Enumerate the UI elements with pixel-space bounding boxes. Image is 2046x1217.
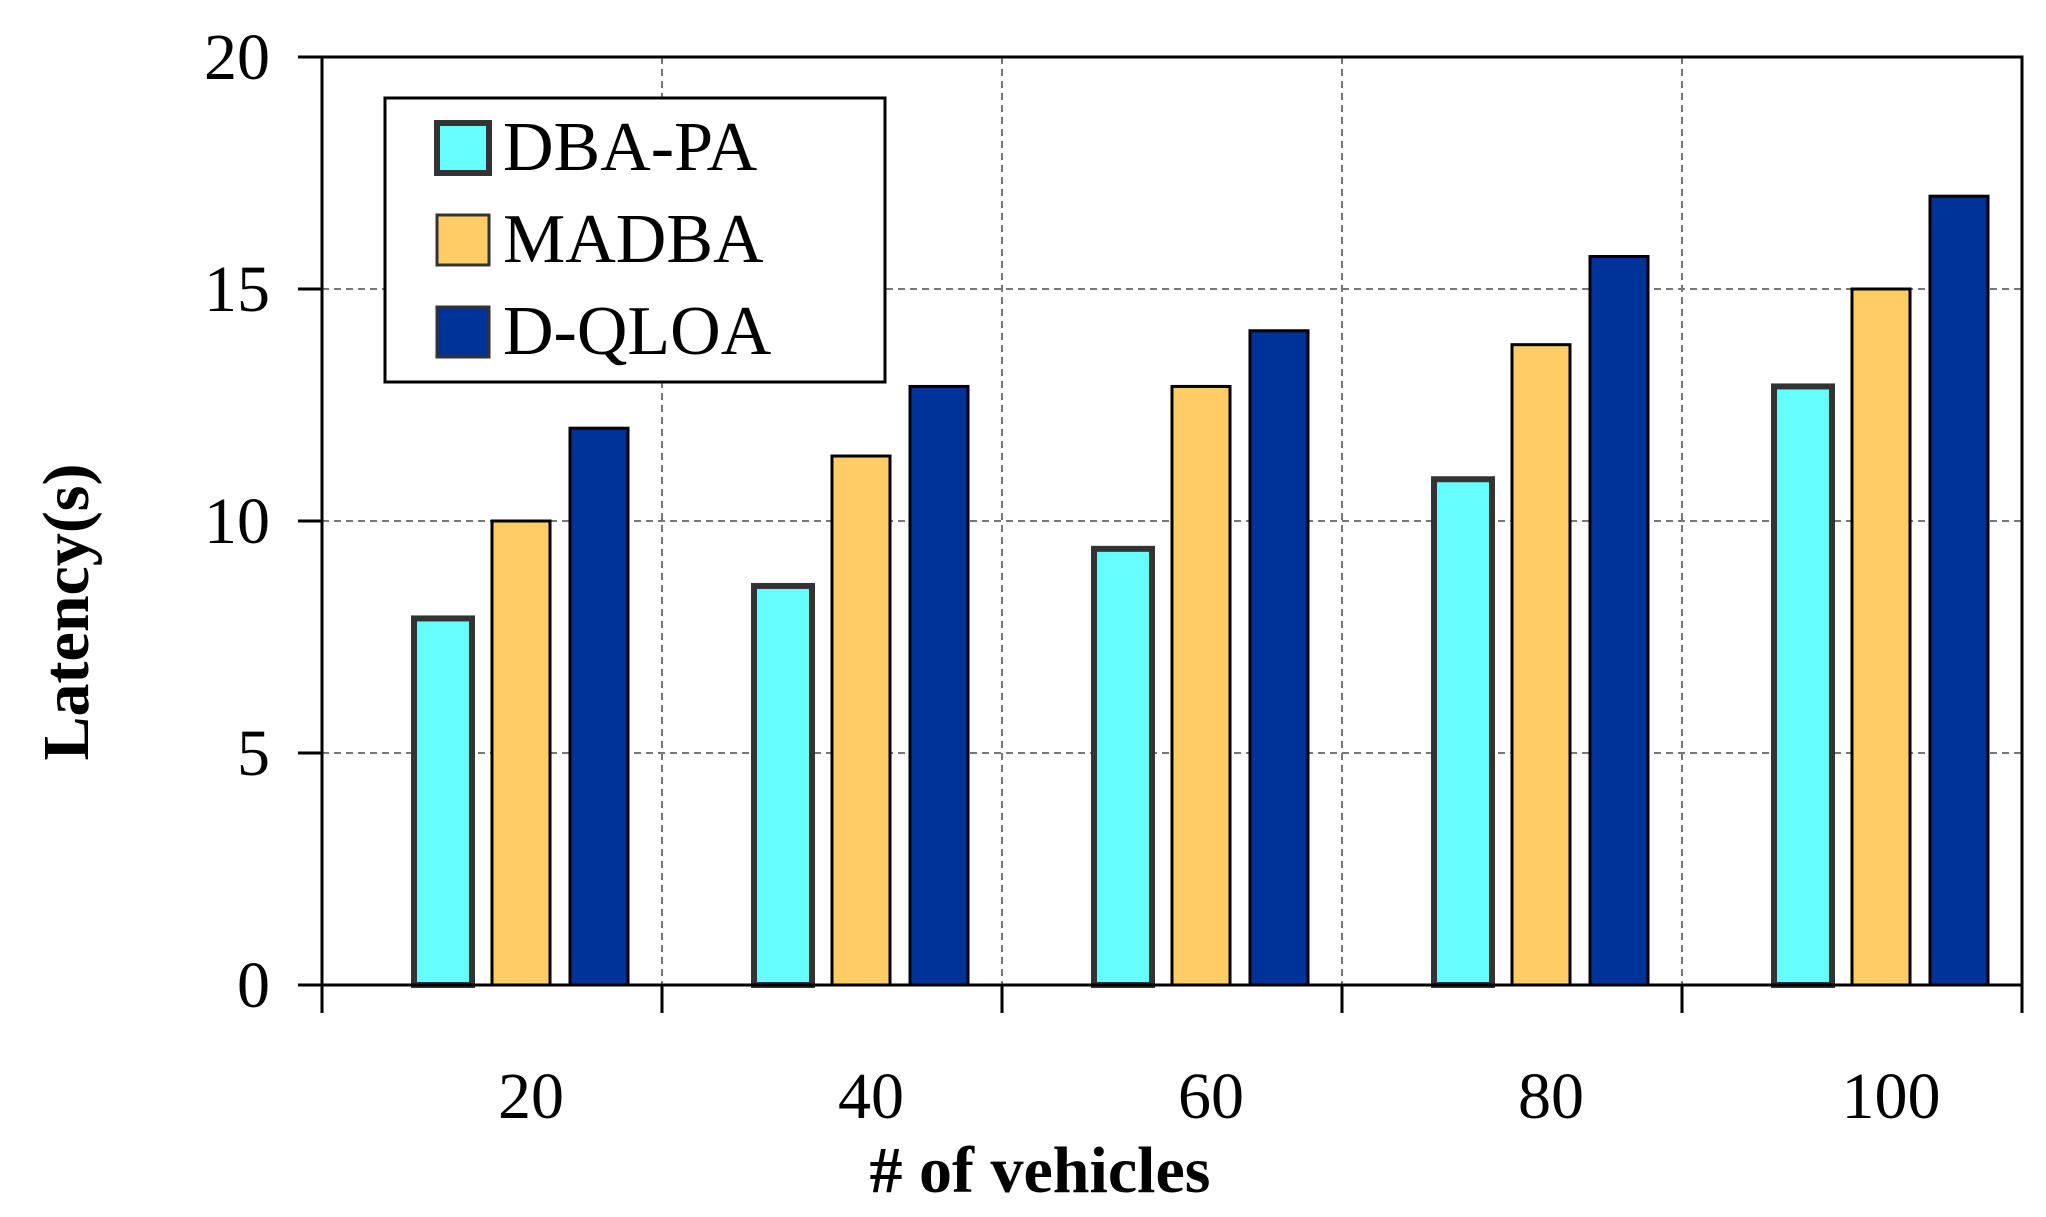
bar-d-qloa-20 <box>568 426 630 987</box>
legend-swatch-dba-pa <box>434 120 492 176</box>
y-tick-label: 0 <box>237 949 270 1022</box>
bar-d-qloa-60 <box>1248 329 1310 987</box>
bar-madba-60 <box>1170 384 1232 987</box>
legend-swatch-d-qloa <box>435 305 491 359</box>
grid-lines <box>322 57 2022 985</box>
x-tick-label: 80 <box>1518 1060 1584 1133</box>
bar-dba-pa-20 <box>411 615 475 988</box>
legend-label-dba-pa: DBA-PA <box>503 109 758 186</box>
bar-dba-pa-100 <box>1771 383 1835 988</box>
y-axis-title: Latency(s) <box>30 464 103 761</box>
x-axis-title: # of vehicles <box>870 1134 1211 1207</box>
bar-madba-20 <box>490 519 552 987</box>
bar-dba-pa-80 <box>1431 476 1495 988</box>
y-tick-label: 15 <box>204 253 270 326</box>
bar-madba-100 <box>1850 287 1912 987</box>
x-tick-label: 40 <box>838 1060 904 1133</box>
bar-dba-pa-60 <box>1091 545 1155 989</box>
x-tick-label: 100 <box>1842 1060 1941 1133</box>
legend-label-madba: MADBA <box>503 201 764 278</box>
bars <box>411 194 1990 989</box>
legend-swatch-madba <box>435 213 491 267</box>
y-tick-label: 10 <box>204 485 270 558</box>
axis-ticks: 0 5 10 15 20 20 40 60 80 100 <box>204 21 2024 1133</box>
bar-d-qloa-80 <box>1588 255 1650 987</box>
bar-d-qloa-100 <box>1928 194 1990 987</box>
x-tick-label: 60 <box>1178 1060 1244 1133</box>
legend: DBA-PA MADBA D-QLOA <box>383 96 887 384</box>
y-tick-label: 5 <box>237 717 270 790</box>
x-tick-label: 20 <box>498 1060 564 1133</box>
bar-dba-pa-40 <box>751 582 815 989</box>
y-tick-label: 20 <box>204 21 270 94</box>
legend-label-d-qloa: D-QLOA <box>503 293 772 370</box>
bar-madba-40 <box>830 454 892 987</box>
bar-madba-80 <box>1510 343 1572 987</box>
bar-d-qloa-40 <box>908 384 970 987</box>
